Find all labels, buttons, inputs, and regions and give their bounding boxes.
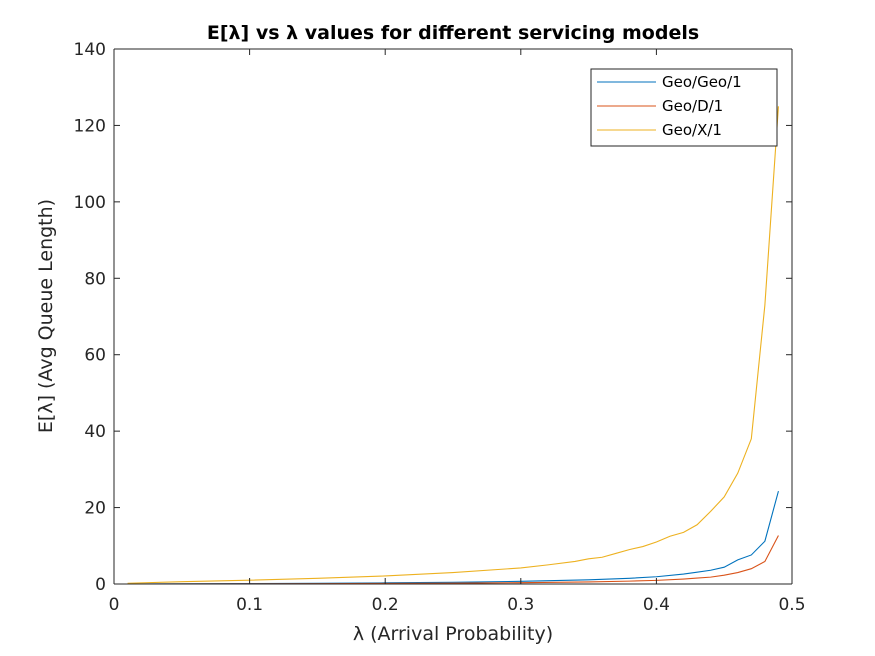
y-tick-label: 60	[84, 346, 106, 366]
y-tick-label: 0	[95, 575, 106, 595]
x-tick-label: 0.3	[507, 595, 534, 615]
legend-label-geo-d-1: Geo/D/1	[662, 97, 723, 115]
y-tick-label: 40	[84, 422, 106, 442]
chart-title: E[λ] vs λ values for different servicing…	[207, 22, 699, 44]
x-tick-label: 0.2	[372, 595, 399, 615]
legend-label-geo-geo-1: Geo/Geo/1	[662, 73, 742, 91]
y-ticks: 0 20 40 60 80 100 120 140	[74, 40, 792, 595]
y-tick-label: 80	[84, 269, 106, 289]
y-tick-label: 120	[74, 116, 106, 136]
legend-items: Geo/Geo/1 Geo/D/1 Geo/X/1	[597, 73, 742, 139]
y-axis-label: E[λ] (Avg Queue Length)	[35, 199, 57, 433]
x-tick-label: 0.1	[236, 595, 263, 615]
x-ticks: 0 0.1 0.2 0.3 0.4 0.5	[109, 49, 806, 615]
y-tick-label: 100	[74, 193, 106, 213]
x-tick-label: 0	[109, 595, 120, 615]
x-axis-label: λ (Arrival Probability)	[353, 623, 553, 645]
series-line-geo-x-1	[127, 106, 779, 584]
legend-label-geo-x-1: Geo/X/1	[662, 121, 722, 139]
x-tick-label: 0.4	[643, 595, 670, 615]
x-tick-label: 0.5	[778, 595, 805, 615]
legend: Geo/Geo/1 Geo/D/1 Geo/X/1	[590, 68, 778, 147]
y-tick-label: 20	[84, 499, 106, 519]
y-tick-label: 140	[74, 40, 106, 60]
